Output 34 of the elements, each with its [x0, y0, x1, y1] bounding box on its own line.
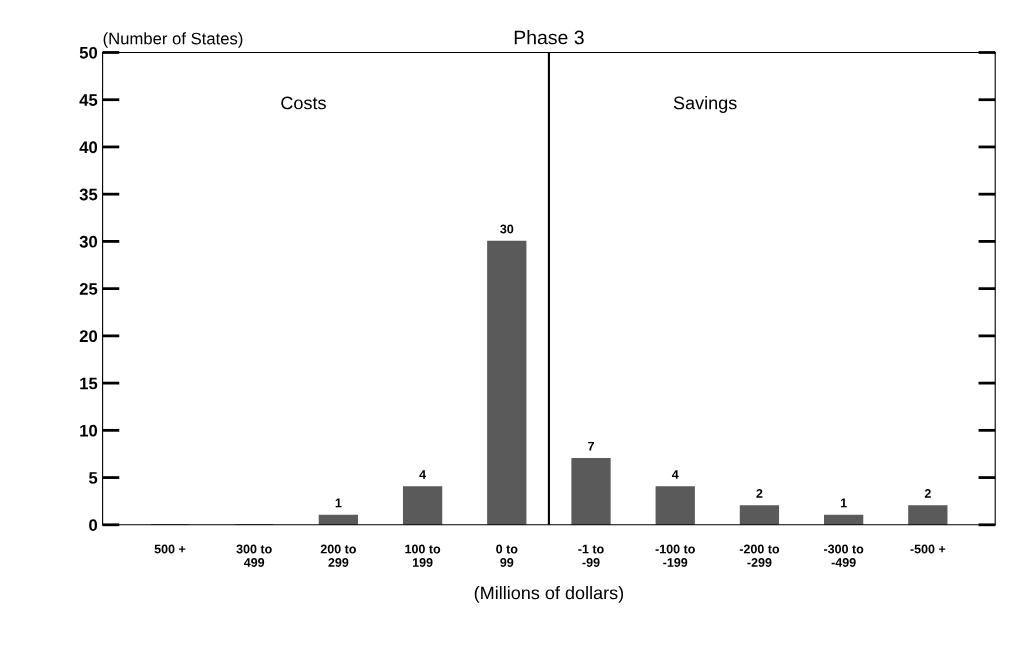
y-tick-label: 30	[79, 235, 98, 248]
data-label: 7	[588, 441, 594, 451]
y-tick-label: 40	[79, 141, 98, 154]
x-tick-label: 100 to 199	[405, 544, 441, 567]
data-label: 2	[756, 489, 763, 498]
data-label: 4	[419, 470, 427, 479]
x-tick-label: 500 +	[154, 544, 186, 554]
y-tick-label: 25	[79, 283, 98, 295]
annotation: Savings	[673, 96, 737, 113]
data-label: 4	[671, 470, 679, 479]
x-tick-label: 200 to 299	[320, 544, 356, 567]
x-tick-label: -100 to -199	[655, 544, 695, 567]
y-tick-label: 5	[88, 472, 98, 484]
x-tick-label: 0 to 99	[496, 544, 518, 567]
x-tick-label: -1 to -99	[578, 544, 604, 567]
y-axis-title: (Number of States)	[103, 32, 243, 48]
x-tick-label: -200 to -299	[739, 544, 780, 567]
y-tick-label: 0	[89, 519, 98, 531]
annotation: Costs	[281, 96, 326, 110]
y-tick-label: 35	[79, 188, 98, 201]
chart-title: Phase 3	[514, 30, 584, 45]
data-label: 2	[924, 489, 931, 498]
y-tick-label: 50	[79, 46, 98, 59]
y-tick-label: 45	[79, 94, 98, 106]
data-label: 30	[500, 224, 514, 234]
y-tick-label: 15	[80, 377, 98, 390]
y-tick-label: 20	[79, 330, 98, 343]
x-tick-label: -500 +	[910, 544, 946, 554]
x-tick-label: 300 to 499	[236, 544, 272, 567]
y-tick-label: 10	[80, 424, 98, 437]
x-axis-title: (Millions of dollars)	[474, 586, 624, 603]
data-label: 1	[840, 498, 847, 508]
x-tick-label: -300 to -499	[823, 544, 864, 567]
data-label: 1	[335, 498, 342, 508]
